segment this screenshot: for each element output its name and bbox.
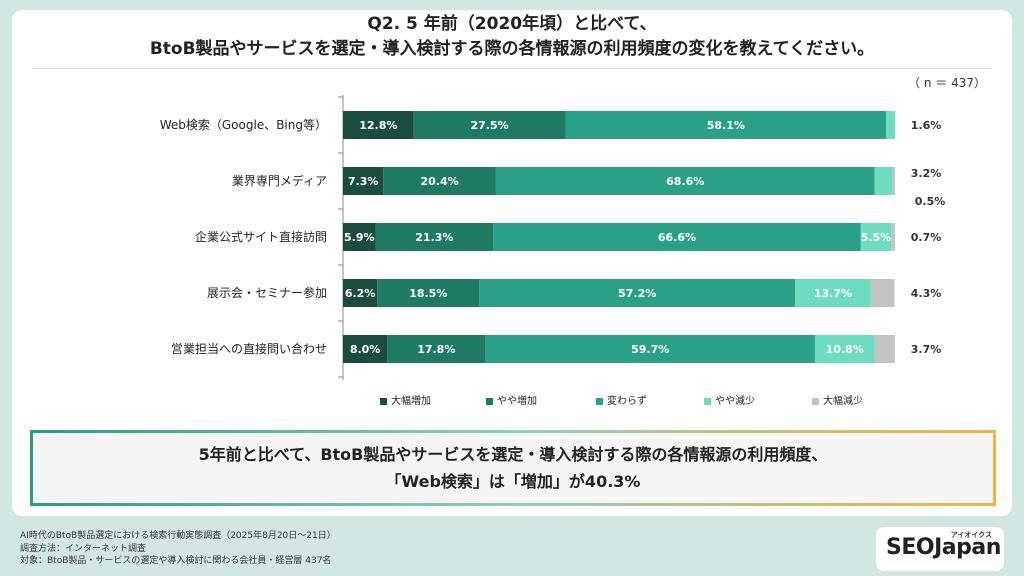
company-logo: アイオイクス SEOJapan — [876, 527, 1004, 571]
bar-segment — [343, 167, 384, 195]
logo-text: SEOJapan — [886, 535, 1001, 560]
bar-segment — [892, 167, 895, 195]
title-line-2: BtoB製品やサービスを選定・導入検討する際の各情報源の利用頻度の変化を教えてく… — [149, 39, 875, 59]
legend-item: 大幅減少 — [812, 392, 863, 407]
legend-swatch — [704, 397, 711, 405]
outside-data-label: 1.6% — [911, 119, 942, 132]
bar-segment — [343, 335, 388, 363]
sample-size-label: （ n ＝ 437） — [908, 76, 986, 90]
legend-label: やや増加 — [497, 396, 537, 407]
legend-item: やや増加 — [486, 392, 537, 407]
footer-line-2: 調査方法：インターネット調査 — [20, 543, 147, 554]
bar-segment — [495, 167, 875, 195]
legend-swatch — [486, 397, 493, 405]
outside-data-label: 4.3% — [911, 287, 942, 300]
legend-label: 大幅増加 — [391, 396, 431, 407]
data-label: 20.4% — [421, 175, 459, 188]
bar-segment — [814, 335, 875, 363]
category-label: Web検索（Google、Bing等） — [160, 118, 327, 132]
stacked-bar-chart: Web検索（Google、Bing等） 12.8% 27.5% 58.1% 1.6% 業界… — [160, 95, 946, 380]
category-label: 企業公式サイト直接訪問 — [195, 229, 327, 244]
bar-segment — [377, 279, 480, 307]
data-label: 13.7% — [814, 287, 852, 300]
category-label: 業界専門メディア — [232, 173, 327, 188]
logo-subtext: アイオイクス — [950, 531, 992, 539]
bar-segment — [565, 111, 887, 139]
bar-segment — [886, 111, 895, 139]
legend-label: やや減少 — [715, 396, 755, 407]
summary-line-2: 「Web検索」は「増加」が40.3% — [385, 472, 641, 491]
data-label: 8.0% — [350, 343, 381, 356]
legend-item: 大幅増加 — [380, 392, 431, 407]
data-label: 21.3% — [415, 231, 453, 244]
bar-segment — [383, 167, 496, 195]
outside-data-label: 0.5% — [915, 195, 946, 208]
data-label: 5.9% — [344, 231, 375, 244]
bar-segment — [860, 223, 892, 251]
bar-segment — [874, 335, 895, 363]
outside-data-label: 3.7% — [911, 343, 942, 356]
bar-segment — [485, 335, 815, 363]
legend-item: 変わらず — [596, 392, 647, 407]
bar-segment — [891, 223, 895, 251]
data-label: 27.5% — [470, 119, 508, 132]
data-label: 5.5% — [861, 231, 892, 244]
bar-segment — [343, 223, 376, 251]
data-label: 58.1% — [707, 119, 745, 132]
footer-line-3: 対象：BtoB製品・サービスの選定や導入検討に関わる会社員・経営層 437名 — [20, 556, 332, 566]
category-label: 展示会・セミナー参加 — [207, 285, 327, 300]
bar-segment — [870, 279, 895, 307]
data-label: 57.2% — [618, 287, 656, 300]
outside-data-label: 3.2% — [911, 167, 942, 180]
chart-legend: 大幅増加 やや増加 変わらず やや減少 大幅減少 — [380, 392, 900, 408]
bar-segment — [479, 279, 796, 307]
legend-swatch — [596, 397, 603, 405]
data-label: 18.5% — [409, 287, 447, 300]
data-label: 17.8% — [417, 343, 455, 356]
data-label: 66.6% — [658, 231, 696, 244]
data-label: 12.8% — [359, 119, 397, 132]
footer-line-1: AI時代のBtoB製品選定における検索行動実態調査（2025年8月20日～21日… — [20, 531, 336, 541]
data-label: 59.7% — [631, 343, 669, 356]
bar-segment — [387, 335, 486, 363]
legend-swatch — [380, 397, 387, 405]
category-label: 営業担当への直接問い合わせ — [171, 341, 327, 356]
data-label: 68.6% — [666, 175, 704, 188]
bar-segment — [413, 111, 566, 139]
summary-line-1: 5年前と比べて、BtoB製品やサービスを選定・導入検討する際の各情報源の利用頻度… — [198, 445, 828, 464]
legend-label: 変わらず — [607, 396, 647, 407]
bar-segment — [795, 279, 871, 307]
legend-item: やや減少 — [704, 392, 755, 407]
footer-notes: AI時代のBtoB製品選定における検索行動実態調査（2025年8月20日～21日… — [20, 530, 336, 568]
legend-swatch — [812, 397, 819, 405]
data-label: 7.3% — [348, 175, 379, 188]
summary-box: 5年前と比べて、BtoB製品やサービスを選定・導入検討する際の各情報源の利用頻度… — [30, 430, 996, 506]
content-card — [12, 10, 1012, 516]
legend-label: 大幅減少 — [823, 396, 863, 407]
data-label: 10.8% — [826, 343, 864, 356]
bar-segment — [493, 223, 861, 251]
bar-segment — [343, 279, 378, 307]
bar-segment — [874, 167, 893, 195]
title-line-1: Q2. 5 年前（2020年頃）と比べて、 — [367, 14, 657, 34]
title-divider — [32, 68, 992, 69]
bar-segment — [343, 111, 414, 139]
page-title: Q2. 5 年前（2020年頃）と比べて、 BtoB製品やサービスを選定・導入検… — [0, 12, 1024, 62]
data-label: 6.2% — [345, 287, 376, 300]
bar-segment — [375, 223, 494, 251]
outside-data-label: 0.7% — [911, 231, 942, 244]
